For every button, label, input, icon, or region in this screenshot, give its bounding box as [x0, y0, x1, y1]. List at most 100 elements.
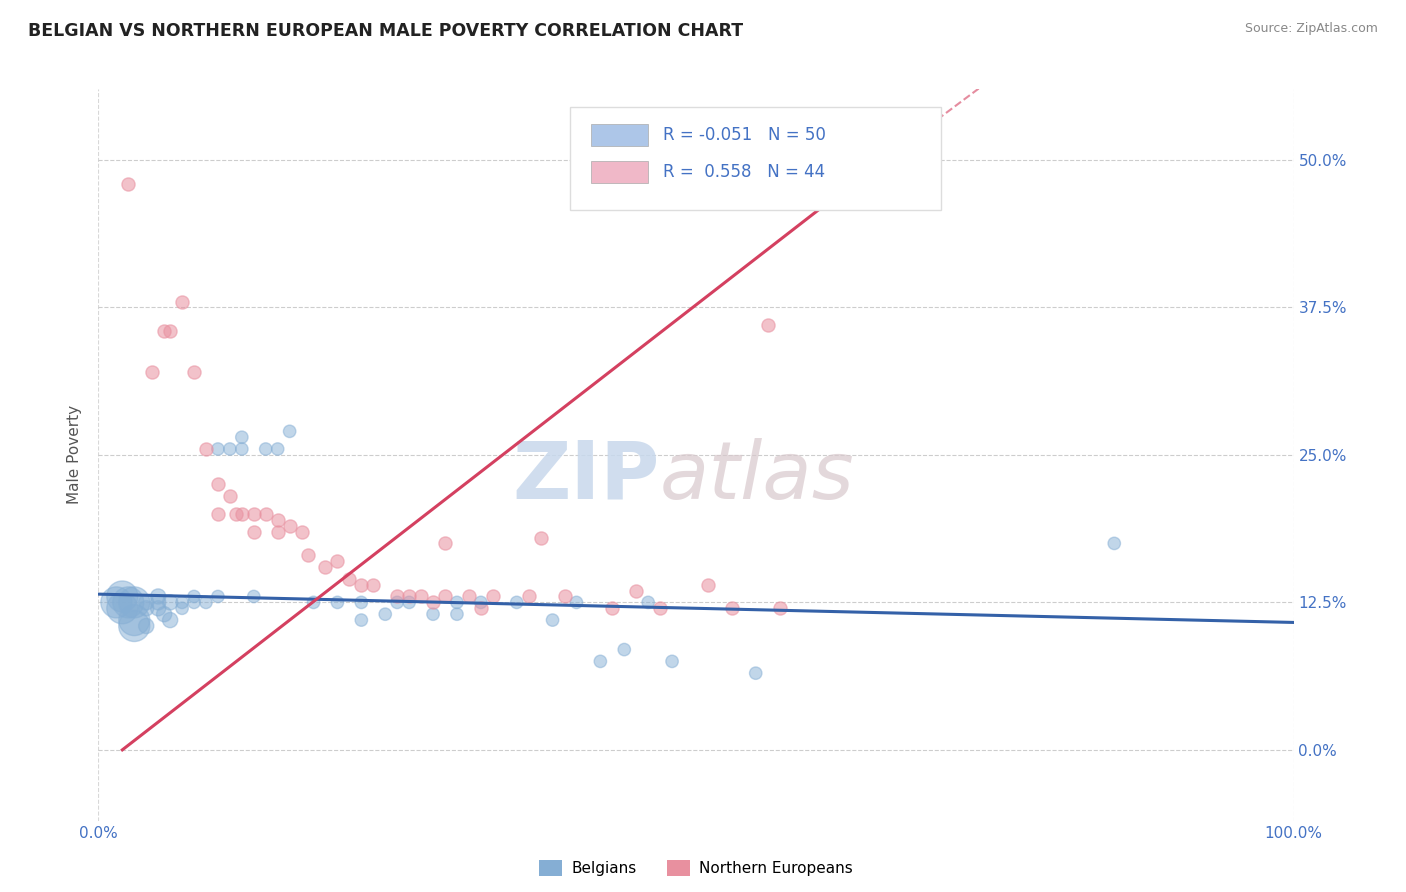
- Legend: Belgians, Northern Europeans: Belgians, Northern Europeans: [533, 855, 859, 882]
- Point: [768, 601, 790, 615]
- Point: [153, 324, 176, 338]
- Point: [745, 666, 768, 681]
- Y-axis label: Male Poverty: Male Poverty: [67, 405, 83, 505]
- Point: [648, 601, 672, 615]
- Point: [243, 507, 266, 521]
- Point: [117, 595, 139, 609]
- Point: [159, 324, 181, 338]
- Point: [697, 577, 720, 591]
- Point: [183, 590, 205, 604]
- Point: [541, 613, 564, 627]
- Point: [207, 507, 229, 521]
- FancyBboxPatch shape: [571, 108, 941, 210]
- Point: [613, 642, 636, 657]
- Point: [172, 595, 194, 609]
- Point: [326, 554, 349, 568]
- Point: [254, 442, 277, 456]
- Point: [315, 560, 337, 574]
- Point: [422, 607, 444, 622]
- Text: BELGIAN VS NORTHERN EUROPEAN MALE POVERTY CORRELATION CHART: BELGIAN VS NORTHERN EUROPEAN MALE POVERT…: [28, 22, 744, 40]
- Point: [350, 595, 373, 609]
- Point: [1102, 536, 1125, 550]
- Point: [219, 442, 242, 456]
- Point: [225, 507, 247, 521]
- Text: R = -0.051   N = 50: R = -0.051 N = 50: [662, 127, 825, 145]
- Point: [297, 548, 319, 562]
- Point: [148, 590, 170, 604]
- Point: [422, 595, 444, 609]
- Point: [243, 590, 266, 604]
- Point: [267, 513, 290, 527]
- Point: [159, 613, 181, 627]
- Point: [433, 536, 456, 550]
- FancyBboxPatch shape: [591, 161, 648, 183]
- Point: [506, 595, 529, 609]
- Point: [626, 583, 648, 598]
- Point: [159, 595, 181, 609]
- Point: [554, 590, 576, 604]
- Point: [141, 365, 163, 379]
- Point: [148, 595, 170, 609]
- Point: [172, 294, 194, 309]
- Point: [529, 531, 551, 545]
- Point: [470, 601, 492, 615]
- Point: [194, 442, 218, 456]
- Point: [243, 524, 266, 539]
- Point: [267, 442, 290, 456]
- Point: [446, 607, 468, 622]
- Point: [183, 365, 205, 379]
- Point: [565, 595, 588, 609]
- Point: [350, 613, 373, 627]
- Point: [254, 507, 277, 521]
- Text: ZIP: ZIP: [513, 438, 661, 516]
- Point: [231, 442, 253, 456]
- Point: [458, 590, 481, 604]
- Point: [385, 590, 409, 604]
- Point: [172, 601, 194, 615]
- Point: [124, 619, 146, 633]
- Point: [363, 577, 385, 591]
- Point: [302, 595, 325, 609]
- Point: [111, 590, 134, 604]
- Point: [124, 613, 146, 627]
- Point: [602, 601, 624, 615]
- Point: [207, 590, 229, 604]
- Point: [153, 607, 176, 622]
- Point: [124, 595, 146, 609]
- Point: [721, 601, 744, 615]
- Point: [326, 595, 349, 609]
- Point: [637, 595, 659, 609]
- Point: [231, 507, 253, 521]
- Point: [194, 595, 218, 609]
- Text: Source: ZipAtlas.com: Source: ZipAtlas.com: [1244, 22, 1378, 36]
- Point: [135, 601, 157, 615]
- Point: [350, 577, 373, 591]
- Point: [661, 654, 683, 668]
- Point: [148, 601, 170, 615]
- Point: [589, 654, 612, 668]
- Point: [105, 595, 128, 609]
- Point: [117, 177, 139, 191]
- Text: R =  0.558   N = 44: R = 0.558 N = 44: [662, 163, 825, 181]
- Point: [756, 318, 779, 333]
- Point: [278, 518, 301, 533]
- Point: [398, 595, 420, 609]
- Point: [231, 430, 253, 444]
- Point: [398, 590, 420, 604]
- Point: [135, 619, 157, 633]
- Point: [267, 524, 290, 539]
- Point: [135, 595, 157, 609]
- Text: atlas: atlas: [661, 438, 855, 516]
- FancyBboxPatch shape: [591, 124, 648, 146]
- Point: [278, 425, 301, 439]
- Point: [219, 489, 242, 503]
- Point: [385, 595, 409, 609]
- Point: [470, 595, 492, 609]
- Point: [517, 590, 540, 604]
- Point: [207, 477, 229, 491]
- Point: [411, 590, 433, 604]
- Point: [374, 607, 396, 622]
- Point: [291, 524, 314, 539]
- Point: [183, 595, 205, 609]
- Point: [433, 590, 456, 604]
